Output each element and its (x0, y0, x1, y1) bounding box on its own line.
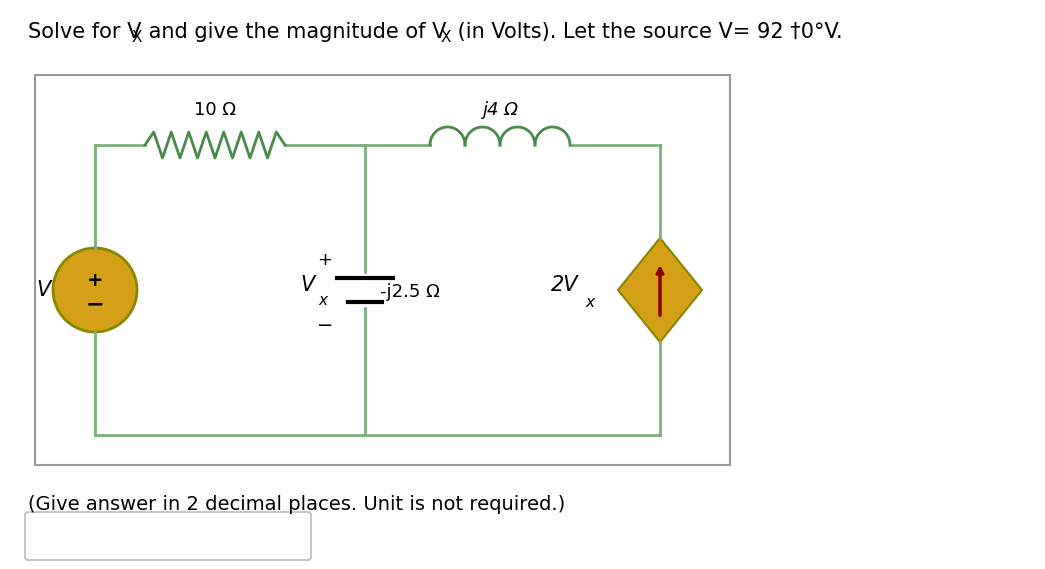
Text: V: V (300, 275, 315, 295)
Text: +: + (87, 270, 103, 290)
Text: Solve for V: Solve for V (28, 22, 141, 42)
Text: -j2.5 Ω: -j2.5 Ω (380, 283, 440, 301)
Text: (in Volts). Let the source V= 92 †0°V.: (in Volts). Let the source V= 92 †0°V. (451, 22, 842, 42)
Text: −: − (86, 294, 104, 314)
Text: 10 Ω: 10 Ω (194, 101, 236, 119)
Text: X: X (441, 30, 451, 44)
Bar (34, 75, 730, 465)
Text: −: − (317, 315, 333, 335)
Text: j4 Ω: j4 Ω (482, 101, 518, 119)
Text: (Give answer in 2 decimal places. Unit is not required.): (Give answer in 2 decimal places. Unit i… (28, 495, 565, 514)
Text: 2V: 2V (552, 275, 579, 295)
Text: x: x (585, 295, 595, 310)
Polygon shape (618, 238, 702, 342)
Text: x: x (319, 292, 327, 307)
Text: +: + (318, 251, 332, 269)
Circle shape (53, 248, 137, 332)
FancyBboxPatch shape (25, 512, 311, 560)
Text: X: X (132, 30, 142, 44)
Text: V: V (36, 280, 50, 300)
Text: and give the magnitude of V: and give the magnitude of V (142, 22, 446, 42)
